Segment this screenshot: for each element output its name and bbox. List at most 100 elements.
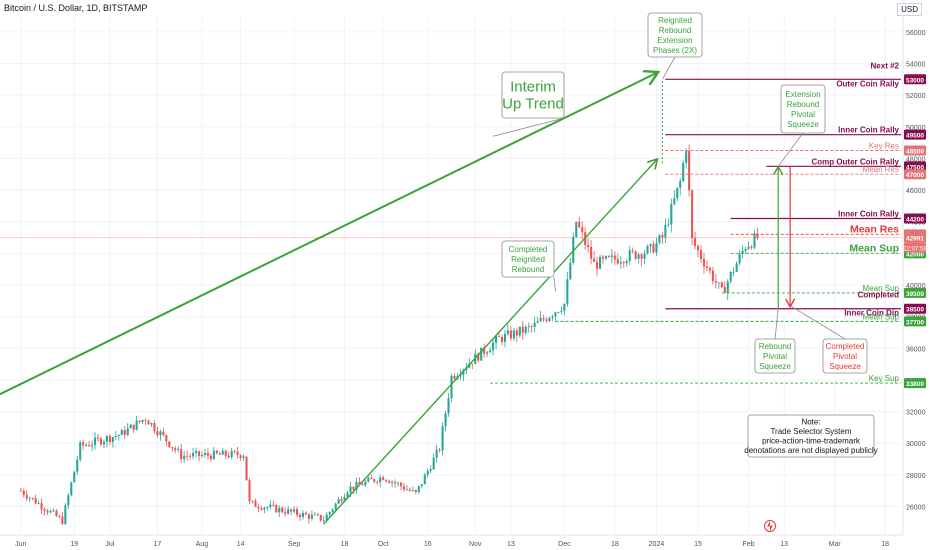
candle-body <box>370 477 373 480</box>
candle-body <box>738 253 741 264</box>
callout-text: Extension <box>785 90 820 99</box>
candle-body <box>373 479 376 482</box>
candle-body <box>661 235 664 238</box>
callout-text: Pivotal <box>763 352 787 361</box>
candle-body <box>426 470 429 475</box>
candle-body <box>91 444 94 447</box>
candle-body <box>402 486 406 490</box>
candle-body <box>486 352 489 354</box>
level-label: Mean Res <box>863 165 899 174</box>
candle-body <box>423 474 426 485</box>
y-tick-label: 48000 <box>906 156 926 163</box>
candle-body <box>691 190 694 239</box>
candle-body <box>616 259 619 264</box>
candle-body <box>233 450 236 452</box>
level-label: Mean Sup <box>863 312 900 321</box>
candle-body <box>622 262 625 264</box>
price-tag-text: 47000 <box>906 172 924 179</box>
candle-body <box>19 490 22 492</box>
candle-body <box>509 330 512 339</box>
callout-text: Reignited <box>511 255 545 264</box>
level-label: Comp Outer Coin Rally <box>811 157 899 166</box>
candle-body <box>732 271 735 273</box>
y-tick-label: 46000 <box>906 188 926 195</box>
candle-body <box>655 242 658 253</box>
candle-body <box>480 347 483 361</box>
time-axis[interactable]: Jun 19 Jul 17 Aug 14 Sep 18 Oct 16 Nov 13 Dec 18 2024 1… <box>15 541 889 548</box>
candle-body <box>417 486 420 493</box>
callout-box <box>501 71 565 119</box>
x-tick-label: 16 <box>424 541 432 548</box>
candle-body <box>37 503 40 504</box>
callout-pointer <box>492 117 565 137</box>
candle-body <box>596 261 599 269</box>
candle-body <box>515 330 518 336</box>
x-tick-label: Feb <box>743 541 755 548</box>
candle-body <box>619 262 622 264</box>
candle-body <box>610 255 613 257</box>
candle-body <box>477 353 480 361</box>
candle-body <box>637 254 640 259</box>
candle-body <box>138 420 141 422</box>
x-tick-label: 18 <box>881 541 889 548</box>
candle-body <box>667 224 670 226</box>
candle-body <box>82 442 85 446</box>
currency-button[interactable]: USD <box>897 3 922 16</box>
candle-body <box>453 375 456 379</box>
candle-body <box>495 336 498 343</box>
candle-body <box>319 514 322 521</box>
y-tick-label: 26000 <box>906 505 926 512</box>
candle-body <box>105 436 108 442</box>
candle-body <box>55 510 58 517</box>
level-label: Key Res <box>869 141 899 150</box>
price-axis[interactable]: 2600028000300003200034000360003800040000… <box>903 30 927 512</box>
candle-body <box>711 270 714 282</box>
candle-body <box>391 481 394 483</box>
callout-text: Rebound <box>787 100 819 109</box>
candle-body <box>31 497 34 499</box>
candle-body <box>385 479 388 482</box>
candle-body <box>462 369 465 375</box>
candle-body <box>298 514 302 518</box>
candle-body <box>364 481 367 486</box>
y-tick-label: 52000 <box>906 93 926 100</box>
candle-body <box>227 455 230 458</box>
price-tag <box>904 161 926 172</box>
candle-body <box>640 254 643 259</box>
candle-body <box>578 221 581 228</box>
x-tick-label: 15 <box>694 541 702 548</box>
candle-body <box>272 504 275 506</box>
candle-body <box>61 516 64 524</box>
candle-body <box>414 489 417 493</box>
candle-body <box>355 481 358 490</box>
candle-body <box>744 248 747 251</box>
candle-body <box>58 516 61 517</box>
candle-body <box>275 504 278 513</box>
candle-body <box>295 509 299 515</box>
candle-body <box>572 236 575 263</box>
candle-body <box>28 497 31 499</box>
candle-body <box>631 250 634 252</box>
candle-body <box>76 459 79 472</box>
candle-body <box>551 316 554 318</box>
candle-body <box>593 258 596 262</box>
candle-body <box>628 250 631 262</box>
x-tick-label: Sep <box>288 541 301 548</box>
candle-body <box>524 326 527 333</box>
candle-body <box>269 504 272 508</box>
candle-body <box>43 509 46 511</box>
x-tick-label: Aug <box>196 541 209 548</box>
candle-body <box>221 450 224 455</box>
level-label: Outer Coin Rally <box>836 79 899 88</box>
candle-body <box>420 484 423 487</box>
candle-body <box>521 326 524 333</box>
candle-body <box>450 375 453 398</box>
candle-body <box>70 482 73 496</box>
price-tag-text: 37700 <box>906 319 924 326</box>
x-tick-label: 17 <box>154 541 162 548</box>
candle-body <box>310 514 313 519</box>
candle-body <box>301 512 305 518</box>
